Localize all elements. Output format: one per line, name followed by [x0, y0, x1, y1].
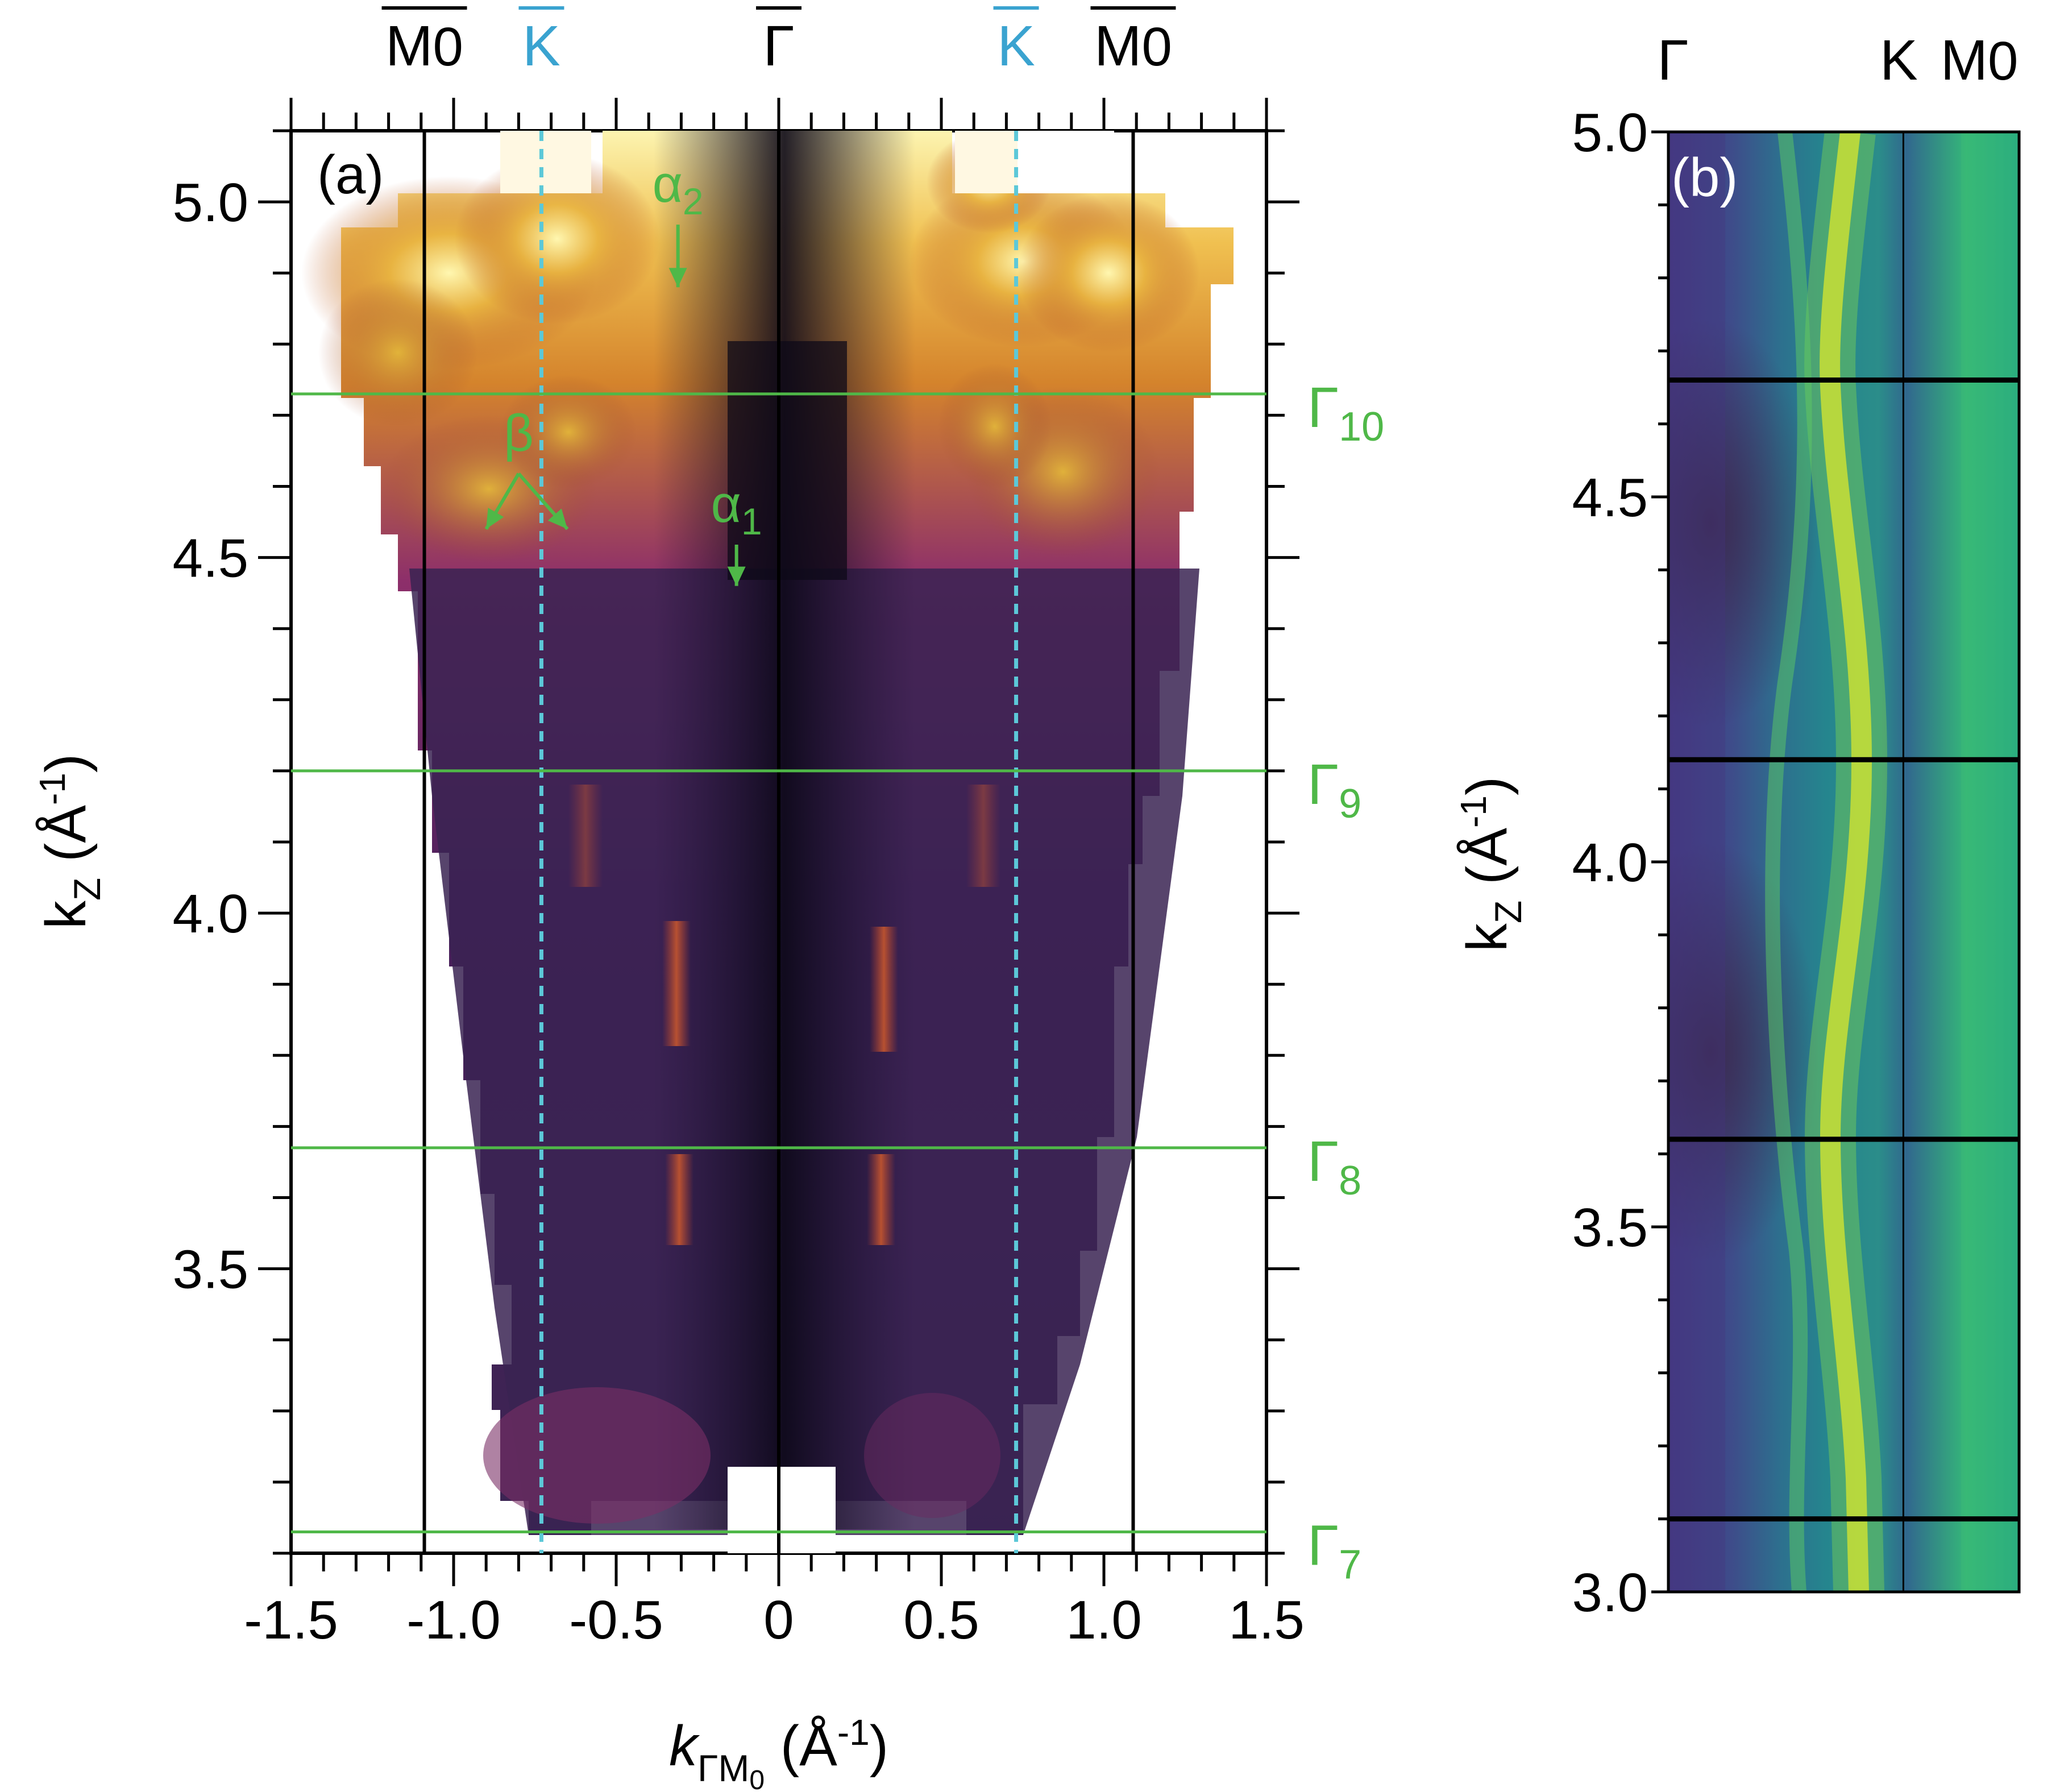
annotation-arrowhead	[668, 268, 687, 288]
annotation-arrowhead	[547, 508, 568, 529]
annotation-α2: α2	[653, 155, 704, 222]
gamma-label-8: Γ8	[1307, 1130, 1361, 1204]
panel-b-top-label-2: M0	[1941, 28, 2019, 92]
y-tick-label: 4.5	[173, 528, 248, 589]
panel-a-gamma-lines: Γ10 Γ9 Γ8 Γ7	[291, 376, 1384, 1587]
panel-a-ticks: -1.5 -1.0 -0.5 0 0.5 1.0 1.5 3.5 4.0 4.5 5.0	[173, 98, 1305, 1650]
panel-a-ylabel: kZ (Å-1)	[32, 754, 108, 929]
top-sym-label-3: K	[997, 14, 1035, 78]
y-tick-label: 5.0	[173, 172, 248, 233]
panel-b-top-symmetry-labels: Γ K M0	[1657, 28, 2018, 92]
gamma-label-9: Γ9	[1307, 753, 1361, 827]
x-tick-label: 1.5	[1228, 1590, 1304, 1650]
x-tick-label: 0	[763, 1590, 794, 1650]
y-tick-label: 3.5	[173, 1239, 248, 1300]
gamma-label-7: Γ7	[1307, 1513, 1361, 1587]
panel-b-y-tick-label: 3.0	[1572, 1562, 1648, 1623]
panel-b-lines	[1668, 132, 2019, 1592]
annotation-α1: α1	[711, 475, 762, 542]
x-tick-label: 1.0	[1066, 1590, 1141, 1650]
panel-b-y-tick-label: 3.5	[1572, 1197, 1648, 1258]
panel-b-y-tick-label: 5.0	[1572, 102, 1648, 163]
top-sym-label-0: M0	[385, 14, 463, 78]
panel-b: 3.0 3.5 4.0 4.5 5.0 Γ K M0 (b) kZ (Å-1)	[1453, 28, 2021, 1623]
y-tick-label: 4.0	[173, 883, 248, 944]
panel-a-heatmap	[301, 131, 1234, 1553]
panel-b-y-tick-label: 4.0	[1572, 832, 1648, 893]
panel-b-top-label-1: K	[1880, 28, 1918, 92]
panel-a-top-symmetry-labels: M0 K Γ K M0	[381, 6, 1176, 78]
panel-a-vertical-lines	[422, 131, 1135, 1553]
panel-b-label: (b)	[1671, 147, 1738, 208]
gamma-label-10: Γ10	[1307, 376, 1384, 450]
panel-b-heatmap	[1668, 132, 2019, 1592]
x-tick-label: -0.5	[569, 1590, 663, 1650]
panel-b-y-tick-label: 4.5	[1572, 467, 1648, 528]
panel-a-annotations: α2 β α1	[484, 155, 762, 586]
x-tick-label: 0.5	[903, 1590, 979, 1650]
panel-b-band	[1820, 132, 1872, 1592]
annotation-β: β	[504, 404, 534, 462]
top-sym-label-2: Γ	[763, 14, 794, 78]
top-sym-label-1: K	[522, 14, 560, 78]
panel-b-ylabel: kZ (Å-1)	[1453, 777, 1529, 952]
x-tick-label: -1.0	[406, 1590, 500, 1650]
x-tick-label: -1.5	[244, 1590, 338, 1650]
panel-a-label: (a)	[317, 144, 384, 205]
panel-a-xlabel: kΓM0 (Å-1)	[669, 1712, 888, 1792]
panel-a: Γ10 Γ9 Γ8 Γ7 -1.5 -1.0 -0.5 0 0.5 1.0 1.5 3.5 4.0 4.…	[32, 6, 1384, 1792]
top-sym-label-4: M0	[1094, 14, 1172, 78]
annotation-arrowhead	[727, 566, 746, 586]
annotation-arrowhead	[486, 508, 504, 529]
panel-b-ticks: 3.0 3.5 4.0 4.5 5.0	[1572, 102, 1668, 1623]
panel-b-top-label-0: Γ	[1657, 28, 1688, 92]
